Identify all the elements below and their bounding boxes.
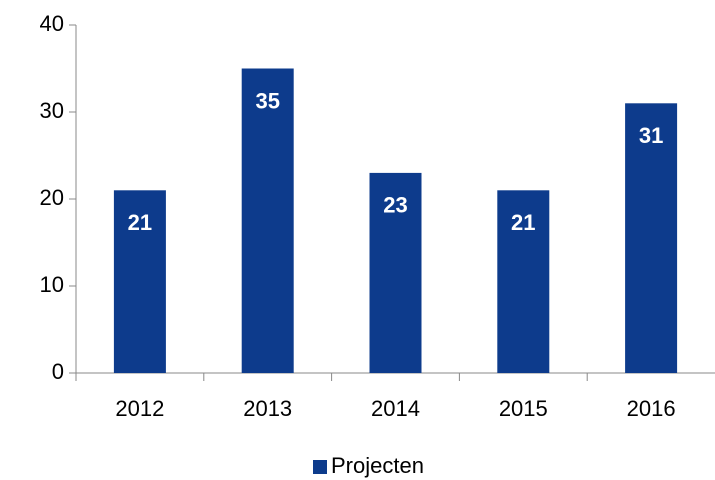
bar [625,103,678,374]
legend-swatch [313,460,327,474]
data-label: 35 [255,88,279,113]
data-label: 21 [511,210,535,235]
data-label: 23 [383,193,407,218]
y-tick-label: 40 [40,11,64,36]
y-tick-label: 20 [40,185,64,210]
legend-label: Projecten [331,453,424,478]
bar [113,190,166,373]
data-label: 21 [128,210,152,235]
y-tick-label: 10 [40,272,64,297]
y-tick-label: 30 [40,98,64,123]
x-tick-label: 2016 [627,396,676,421]
y-tick-label: 0 [52,359,64,384]
x-tick-label: 2014 [371,396,420,421]
bar [241,68,294,373]
data-label: 31 [639,123,663,148]
x-tick-label: 2013 [243,396,292,421]
x-tick-label: 2015 [499,396,548,421]
bar [369,172,422,373]
x-tick-label: 2012 [115,396,164,421]
bar [497,190,550,373]
